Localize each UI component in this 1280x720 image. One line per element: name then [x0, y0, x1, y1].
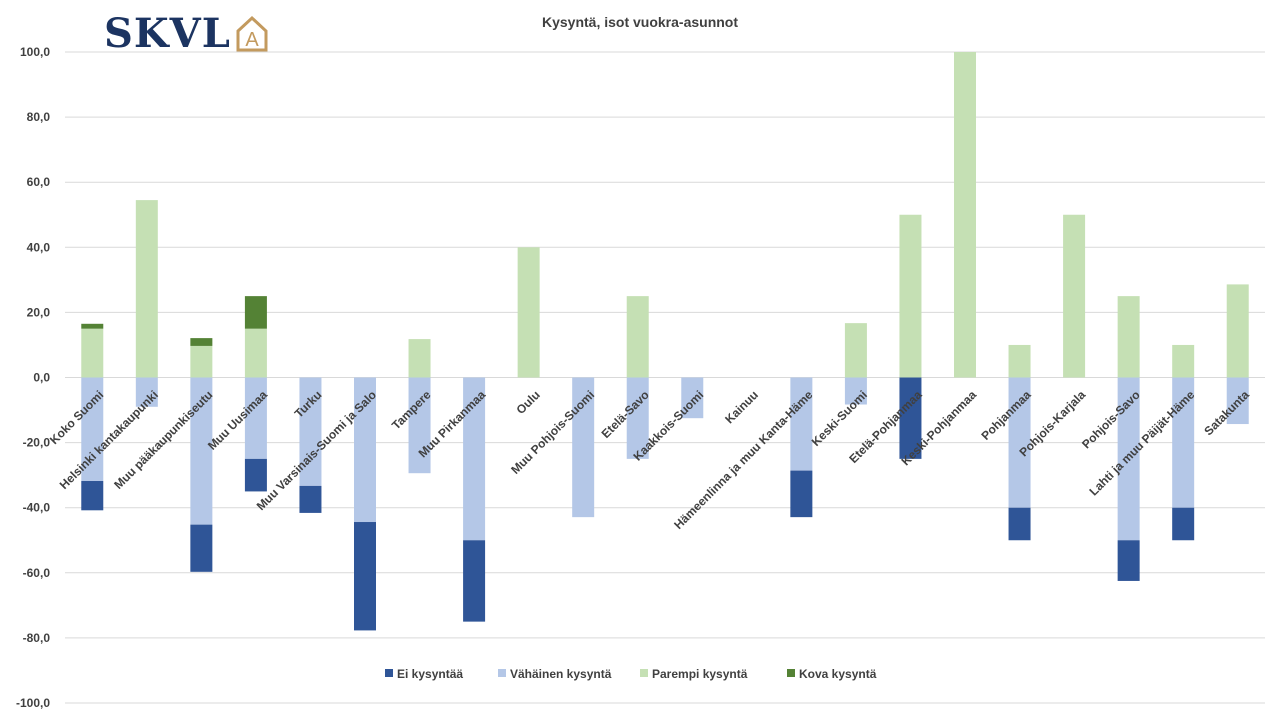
- bar-segment: [190, 524, 213, 572]
- bar-segment: [899, 214, 922, 378]
- bar-segment: [626, 377, 649, 459]
- legend: Ei kysyntää Vähäinen kysyntä Parempi kysyn…: [385, 667, 877, 681]
- y-tick-label: 100,0: [20, 45, 50, 59]
- bar-segment: [1172, 507, 1195, 541]
- legend-label: Kova kysyntä: [799, 667, 877, 681]
- bar-segment: [1008, 377, 1031, 508]
- x-tick-label: Helsinki kantakaupunki: [57, 388, 161, 492]
- bar-segment: [1008, 507, 1031, 541]
- bar-segment: [1226, 377, 1249, 425]
- bar-segment: [244, 458, 267, 492]
- y-tick-label: 80,0: [27, 110, 51, 124]
- legend-label: Vähäinen kysyntä: [510, 667, 612, 681]
- y-tick-label: 60,0: [27, 175, 51, 189]
- bar-segment: [81, 328, 104, 378]
- y-axis: 100,0 80,0 60,0 40,0 20,0 0,0 -20,0 -40,0 -60,0 -…: [16, 45, 50, 710]
- legend-label: Parempi kysyntä: [652, 667, 748, 681]
- skvl-logo: SKVL A: [104, 12, 269, 56]
- y-tick-label: -100,0: [16, 696, 50, 710]
- bar-segment: [844, 323, 867, 378]
- legend-swatch: [498, 669, 506, 677]
- y-tick-label: -40,0: [23, 501, 51, 515]
- bar-segment: [463, 377, 486, 541]
- y-tick-label: 40,0: [27, 240, 51, 254]
- bar-segment: [244, 377, 267, 459]
- legend-swatch: [787, 669, 795, 677]
- bar-segment: [190, 338, 213, 346]
- x-tick-label: Keski-Suomi: [809, 388, 870, 449]
- bar-segment: [790, 377, 813, 471]
- bar-segment: [1226, 284, 1249, 378]
- bar-segment: [81, 377, 104, 482]
- bar-segment: [244, 296, 267, 329]
- bar-segment: [681, 377, 704, 419]
- logo-mark-letter: A: [245, 29, 259, 51]
- bar-segment: [899, 377, 922, 459]
- bar-segment: [954, 52, 976, 378]
- bars: [81, 52, 1249, 631]
- bar-segment: [463, 540, 486, 622]
- bar-segment: [1008, 344, 1031, 378]
- bar-segment: [299, 485, 322, 513]
- legend-swatch: [640, 669, 648, 677]
- bar-segment: [1117, 296, 1140, 378]
- bar-segment: [517, 247, 540, 378]
- bar-segment: [844, 377, 867, 405]
- bar-segment: [81, 323, 104, 329]
- bar-segment: [1063, 214, 1086, 378]
- bar-segment: [408, 377, 431, 474]
- legend-swatch: [385, 669, 393, 677]
- legend-label: Ei kysyntää: [397, 667, 463, 681]
- bar-segment: [1172, 344, 1195, 378]
- bar-segment: [299, 377, 322, 486]
- logo-house-icon: A: [236, 15, 268, 52]
- y-tick-label: -20,0: [23, 436, 51, 450]
- bar-segment: [190, 345, 213, 378]
- bar-segment: [190, 377, 213, 525]
- bar-segment: [135, 200, 158, 378]
- bar-segment: [1117, 377, 1140, 541]
- y-tick-label: -60,0: [23, 566, 51, 580]
- bar-segment: [1117, 540, 1140, 581]
- y-tick-label: -80,0: [23, 631, 51, 645]
- chart-title: Kysyntä, isot vuokra-asunnot: [542, 14, 738, 30]
- bar-segment: [135, 377, 158, 407]
- bar-segment: [626, 296, 649, 378]
- bar-segment: [81, 481, 104, 511]
- bar-segment: [408, 339, 431, 378]
- x-tick-label: Oulu: [514, 388, 543, 417]
- bar-segment: [354, 377, 376, 523]
- y-tick-label: 0,0: [33, 371, 50, 385]
- x-tick-label: Kainuu: [722, 388, 761, 427]
- y-tick-label: 20,0: [27, 305, 51, 319]
- bar-segment: [244, 328, 267, 378]
- logo-text: SKVL: [104, 10, 231, 57]
- bar-segment: [1172, 377, 1195, 508]
- bar-segment: [354, 522, 376, 631]
- bar-segment: [790, 470, 813, 518]
- bar-segment: [572, 377, 595, 518]
